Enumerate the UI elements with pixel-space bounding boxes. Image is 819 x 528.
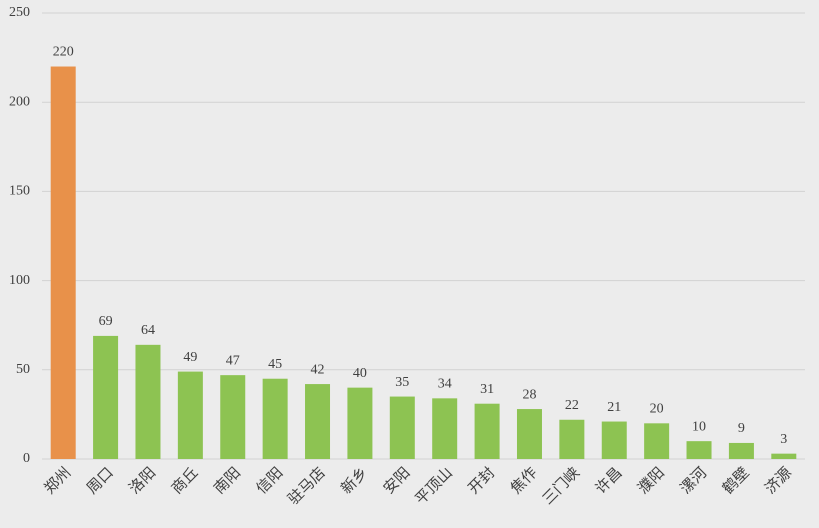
bar [135,344,161,459]
x-tick-label: 平顶山 [412,464,456,508]
data-label: 22 [565,398,579,413]
bar [305,384,331,459]
x-tick-label: 驻马店 [285,464,329,508]
y-tick-label: 200 [9,94,30,109]
data-label: 35 [395,375,409,390]
x-tick-label: 信阳 [253,464,286,497]
x-tick-label: 洛阳 [126,464,159,497]
bar [559,419,585,459]
bar [262,378,288,459]
y-tick-label: 150 [9,184,30,199]
bar [644,423,670,459]
bar [389,396,415,459]
x-tick-label: 周口 [84,464,117,497]
x-tick-label: 鹤壁 [719,464,752,497]
x-tick-label: 南阳 [211,464,244,497]
bar [93,335,119,459]
y-tick-label: 50 [16,362,30,377]
data-label: 34 [438,377,452,392]
data-label: 47 [226,353,240,368]
bar [432,398,458,459]
data-label: 31 [480,382,494,397]
data-label: 10 [692,419,706,434]
x-tick-label: 安阳 [380,464,413,497]
data-label: 3 [780,432,787,447]
y-tick-label: 250 [9,5,30,20]
data-label: 21 [607,400,621,415]
data-label: 40 [353,366,367,381]
data-label: 20 [650,402,664,417]
data-label: 49 [183,350,197,365]
x-tick-label: 濮阳 [635,464,668,497]
data-label: 220 [53,45,74,60]
x-tick-label: 商丘 [168,464,201,497]
x-tick-label: 郑州 [41,464,74,497]
x-tick-label: 漯河 [677,464,710,497]
bar [474,403,500,459]
x-tick-label: 焦作 [507,464,540,497]
bar [686,441,712,459]
data-label: 9 [738,421,745,436]
bar [177,371,203,459]
bar [771,453,797,459]
x-tick-label: 济源 [762,464,795,497]
data-label: 64 [141,323,155,338]
bar [220,375,246,459]
x-tick-label: 三门峡 [539,464,583,508]
bar [728,442,754,459]
bar [601,421,627,459]
y-tick-label: 100 [9,273,30,288]
data-label: 28 [522,387,536,402]
bar [516,409,542,459]
data-label: 42 [311,362,325,377]
y-tick-label: 0 [23,451,30,466]
bar [347,387,373,459]
data-label: 69 [99,314,113,329]
x-tick-label: 新乡 [338,464,371,497]
x-tick-label: 许昌 [592,464,625,497]
x-tick-label: 开封 [465,464,498,497]
data-label: 45 [268,357,282,372]
bar [50,66,76,460]
